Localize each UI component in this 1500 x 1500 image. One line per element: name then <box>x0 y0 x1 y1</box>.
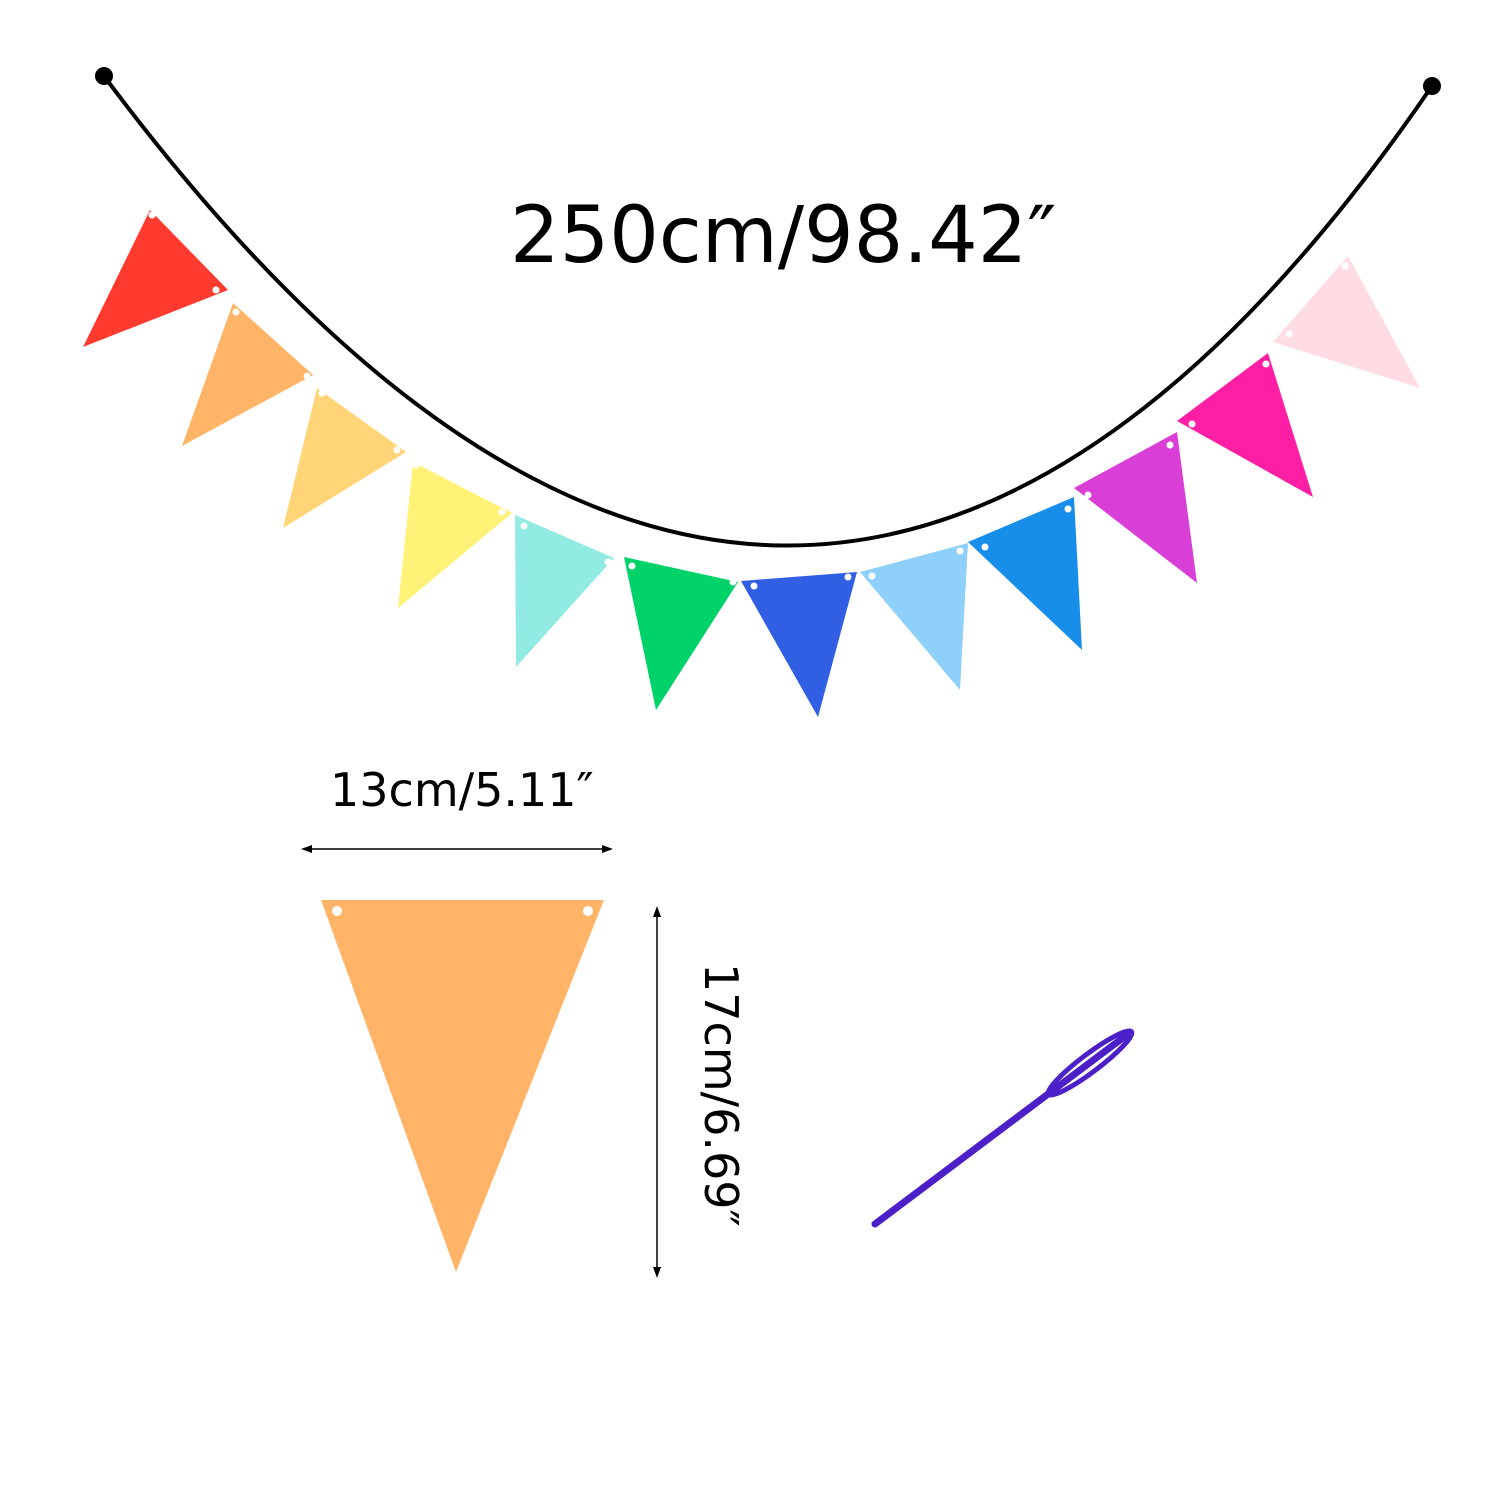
flag-magenta <box>1177 353 1313 497</box>
flag-turquoise <box>515 515 614 667</box>
width-dimension-arrow <box>301 845 613 853</box>
string-end-right <box>1423 77 1441 95</box>
flag-light-orange <box>283 388 406 528</box>
plastic-needle <box>871 1028 1135 1228</box>
garland-string <box>102 74 1434 548</box>
garland-flags <box>83 210 1420 717</box>
detail-flag <box>321 900 604 1272</box>
flag-orange <box>182 303 313 446</box>
flag-height-label: 17cm/6.69″ <box>694 963 748 1227</box>
flag-blue <box>741 572 857 717</box>
flag-pink <box>1273 256 1420 388</box>
detail-flag-eyelet-right <box>583 906 593 916</box>
string-end-left <box>95 67 113 85</box>
garland-length-label: 250cm/98.42″ <box>510 191 1056 281</box>
detail-flag-eyelet-left <box>332 906 342 916</box>
flag-green <box>624 557 738 710</box>
flag-width-label: 13cm/5.11″ <box>330 763 594 817</box>
flag-medium-blue <box>968 497 1082 650</box>
flag-eyelets <box>148 211 1349 590</box>
flag-yellow <box>398 462 512 608</box>
flag-red <box>83 210 228 347</box>
flag-purple <box>1074 432 1197 583</box>
height-dimension-arrow <box>653 906 661 1278</box>
flag-sky-blue <box>860 543 968 690</box>
